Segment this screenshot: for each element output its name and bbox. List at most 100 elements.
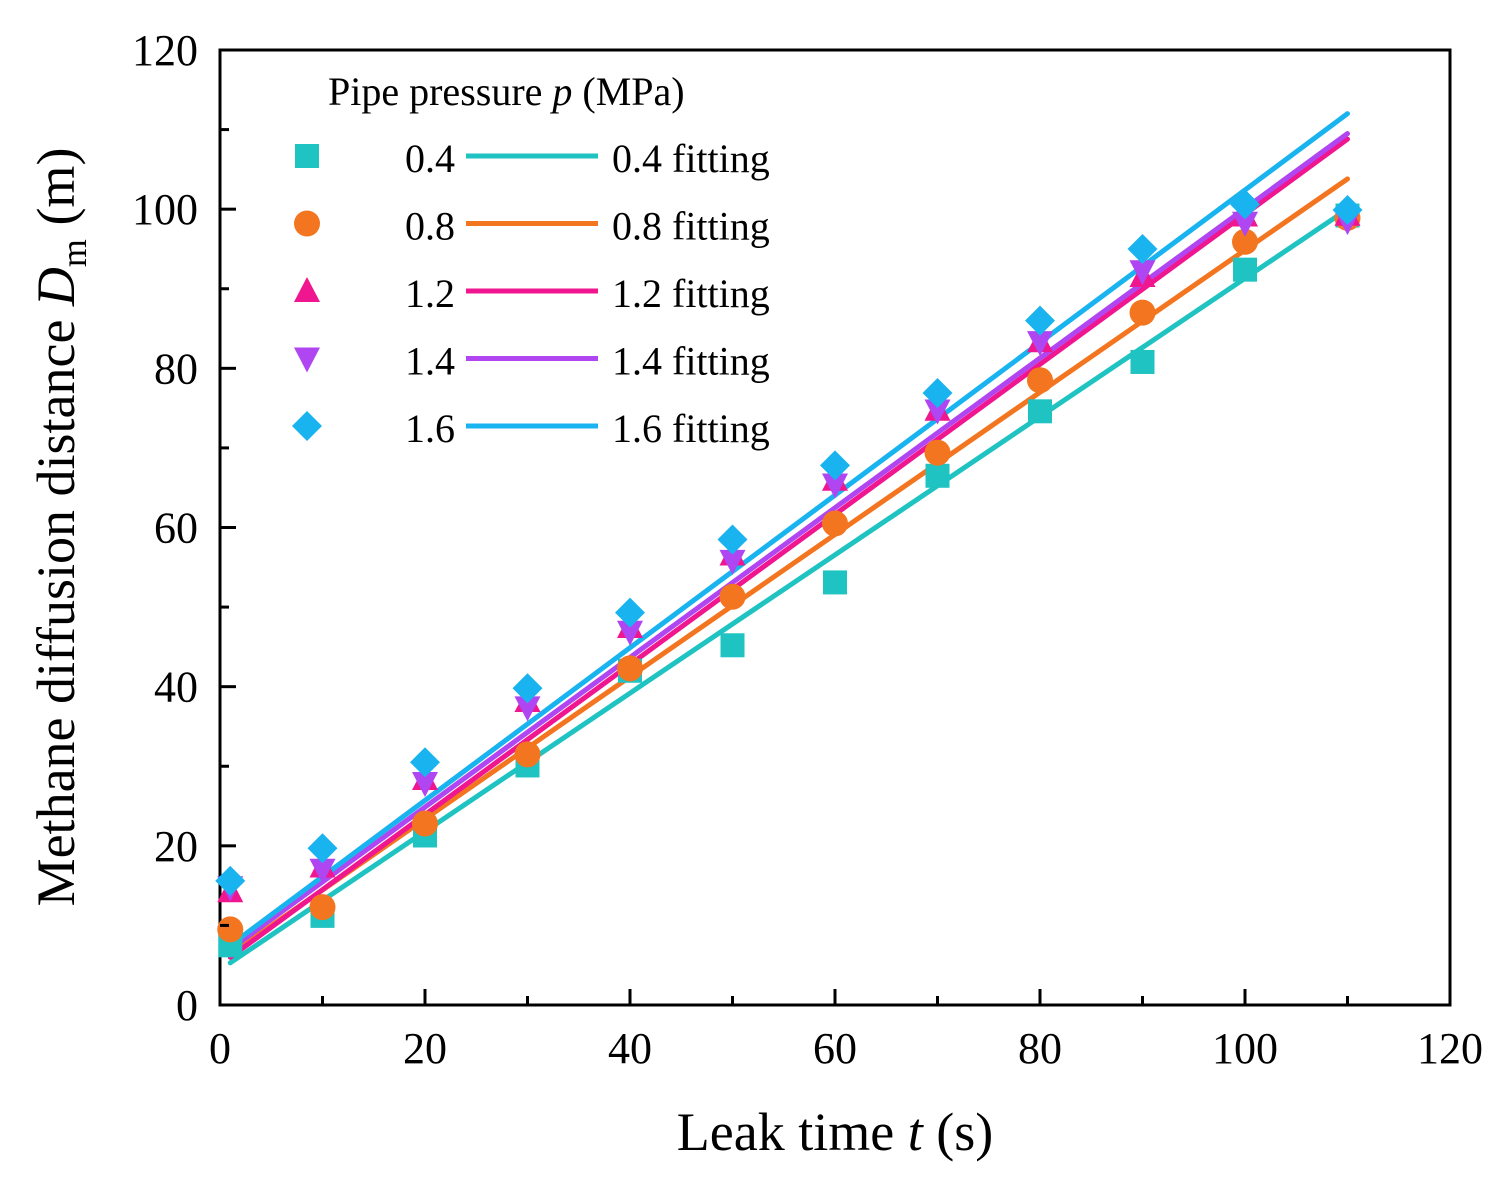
tick-layer: 0 20 40 60 80 100 120 0 20 40 60 80 100 120 <box>132 26 1483 1073</box>
data-point <box>820 450 850 481</box>
data-point <box>307 833 338 864</box>
legend-marker <box>295 144 319 168</box>
series-points-1-6 <box>215 189 1363 896</box>
data-point <box>412 771 438 797</box>
data-point <box>410 747 440 778</box>
series-points-1-2 <box>217 200 1361 903</box>
plot-area: 0 20 40 60 80 100 120 0 20 40 60 80 100 120 <box>132 26 1483 1073</box>
x-tick-label: 120 <box>1417 1024 1483 1073</box>
data-point <box>1127 233 1158 264</box>
x-tick-label: 0 <box>209 1024 231 1073</box>
y-tick-label: 0 <box>176 981 198 1030</box>
data-point <box>1232 211 1258 237</box>
legend-marker <box>294 210 320 237</box>
data-point <box>309 894 336 921</box>
x-axis-title-prefix: Leak time <box>677 1102 908 1162</box>
legend-row-1-4: 1.4 1.4 fitting <box>294 339 770 384</box>
data-point <box>822 473 848 499</box>
y-axis-title-prefix: Methane diffusion distance <box>26 306 86 906</box>
data-point <box>822 510 848 537</box>
x-axis-title-var: t <box>908 1102 925 1162</box>
legend-fit-label: 1.4 fitting <box>612 339 770 384</box>
x-tick-label: 60 <box>813 1024 857 1073</box>
data-point <box>925 463 950 488</box>
legend-title: Pipe pressure p (MPa) <box>328 69 685 114</box>
legend-row-1-2: 1.2 1.2 fitting <box>294 271 770 316</box>
fit-line-1-2 <box>227 136 1350 960</box>
data-point <box>617 620 643 646</box>
data-point <box>719 549 746 575</box>
legend-row-1-6: 1.6 1.6 fitting <box>292 406 770 451</box>
y-axis-title-var: D <box>26 267 86 307</box>
data-point <box>1232 228 1258 255</box>
svg-text:Methane diffusion distance Dm: Methane diffusion distance Dm (m) <box>26 148 94 907</box>
data-point <box>823 570 847 595</box>
legend-marker <box>292 411 322 441</box>
x-tick-label: 100 <box>1212 1024 1278 1073</box>
legend-fit-label: 1.6 fitting <box>612 406 770 451</box>
legend-rows: 0.4 0.4 fitting 0.8 0.8 fitting 1.2 1.2 fitti… <box>292 136 770 451</box>
data-point <box>514 741 541 768</box>
data-point <box>514 696 541 722</box>
data-point <box>615 597 645 628</box>
fit-line-1-4 <box>227 131 1350 952</box>
data-point <box>922 378 953 409</box>
data-point <box>1129 260 1156 286</box>
data-point <box>717 524 748 555</box>
legend-title-suffix: (MPa) <box>572 69 684 114</box>
y-axis-title: Methane diffusion distance Dm (m) <box>26 148 94 907</box>
legend-label: 1.4 <box>405 339 455 384</box>
data-point <box>1027 367 1053 394</box>
y-axis-title-suffix: (m) <box>26 148 86 239</box>
legend-marker <box>294 347 320 373</box>
fit-line-0-4 <box>227 206 1350 966</box>
data-point <box>412 810 438 837</box>
y-tick-label: 40 <box>154 663 198 712</box>
x-axis-title: Leak time t (s) <box>677 1102 993 1162</box>
y-tick-label: 80 <box>154 344 198 393</box>
data-point <box>617 655 643 682</box>
data-point <box>1129 299 1156 326</box>
data-point <box>215 865 246 896</box>
fit-line-1-6 <box>227 111 1350 948</box>
data-point <box>309 858 336 884</box>
legend-title-prefix: Pipe pressure <box>328 69 552 114</box>
y-tick-label: 60 <box>154 504 198 553</box>
data-point <box>924 399 951 425</box>
y-tick-label: 20 <box>154 822 198 871</box>
data-point <box>1230 189 1260 220</box>
data-point <box>512 673 543 704</box>
data-point <box>719 583 746 610</box>
legend-title-var: p <box>549 69 572 114</box>
data-point <box>1028 399 1052 424</box>
data-point <box>217 916 244 943</box>
data-point <box>924 439 951 466</box>
data-point <box>1130 349 1155 374</box>
data-point <box>1233 257 1257 282</box>
legend-row-0-4: 0.4 0.4 fitting <box>295 136 770 181</box>
legend-label: 0.4 <box>405 136 455 181</box>
data-point <box>1027 331 1053 357</box>
x-axis-title-suffix: (s) <box>923 1102 993 1162</box>
y-tick-label: 120 <box>132 26 198 75</box>
legend-label: 0.8 <box>405 204 455 249</box>
fit-line-0-8 <box>227 176 1350 957</box>
x-tick-label: 20 <box>403 1024 447 1073</box>
x-tick-label: 40 <box>608 1024 652 1073</box>
y-axis-title-sub: m <box>54 239 94 267</box>
y-tick-label: 100 <box>132 185 198 234</box>
svg-text:Leak time t (s): Leak time t (s) <box>677 1102 993 1162</box>
legend-row-0-8: 0.8 0.8 fitting <box>294 204 770 249</box>
legend-fit-label: 0.4 fitting <box>612 136 770 181</box>
data-point <box>720 633 745 658</box>
legend-fit-label: 0.8 fitting <box>612 204 770 249</box>
series-layer <box>215 111 1363 966</box>
data-point <box>1332 194 1363 225</box>
data-point <box>1025 305 1055 336</box>
legend-label: 1.2 <box>405 271 455 316</box>
legend-marker <box>294 277 320 302</box>
legend-fit-label: 1.2 fitting <box>612 271 770 316</box>
legend-label: 1.6 <box>405 406 455 451</box>
